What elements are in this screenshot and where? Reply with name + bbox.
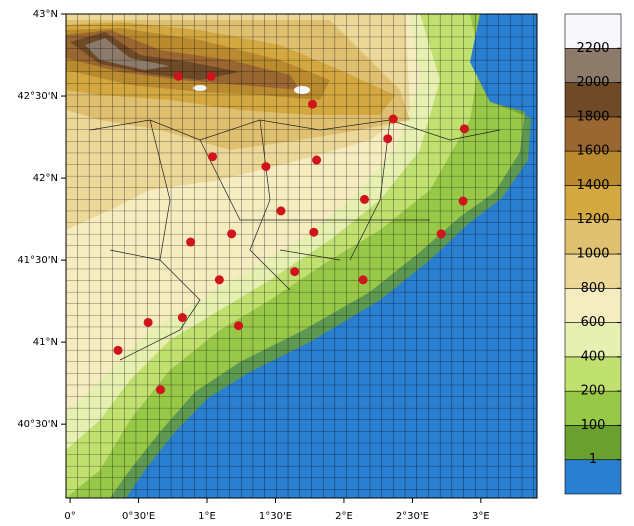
station [174, 72, 183, 81]
colorbar-label: 1200 [576, 212, 609, 227]
colorbar-label: 1000 [576, 247, 609, 262]
x-tick-label: 2°30'E [396, 511, 429, 522]
station [460, 124, 469, 133]
x-tick-label: 0° [64, 511, 75, 522]
station [227, 229, 236, 238]
station [308, 100, 317, 109]
colorbar-label: 2200 [576, 41, 609, 56]
station [186, 238, 195, 247]
station [389, 115, 398, 124]
colorbar-label: 1800 [576, 109, 609, 124]
colorbar-label: 2000 [576, 75, 609, 90]
station [144, 318, 153, 327]
terrain [66, 14, 537, 498]
station [208, 152, 217, 161]
station [383, 134, 392, 143]
x-tick-label: 2°E [335, 511, 353, 522]
station [234, 321, 243, 330]
station [114, 346, 123, 355]
station [207, 72, 216, 81]
station [312, 156, 321, 165]
x-tick-label: 1°30'E [259, 511, 292, 522]
station [360, 195, 369, 204]
station [178, 313, 187, 322]
colorbar-label: 600 [581, 315, 606, 330]
colorbar-label: 1 [589, 452, 597, 467]
colorbar-label: 400 [581, 349, 606, 364]
station [309, 228, 318, 237]
x-tick-label: 1°E [198, 511, 216, 522]
x-tick-label: 0°30'E [122, 511, 155, 522]
station [437, 229, 446, 238]
colorbar-label: 200 [581, 384, 606, 399]
y-tick-label: 43°N [33, 9, 58, 20]
station [290, 267, 299, 276]
x-tick-label: 3°E [472, 511, 490, 522]
y-tick-label: 42°30'N [17, 91, 58, 102]
y-tick-label: 41°30'N [17, 255, 58, 266]
station [156, 385, 165, 394]
colorbar-label: 1600 [576, 144, 609, 159]
colorbar-label: 1400 [576, 178, 609, 193]
map-figure: 0° 0°30'E 1°E 1°30'E 2°E 2°30'E 3°E 40°30'N 41°N… [0, 0, 634, 526]
colorbar-label: 800 [581, 281, 606, 296]
station [459, 197, 468, 206]
station [215, 275, 224, 284]
station [276, 206, 285, 215]
y-tick-label: 40°30'N [17, 419, 58, 430]
station [261, 162, 270, 171]
colorbar-label: 100 [581, 418, 606, 433]
y-tick-label: 42°N [33, 173, 58, 184]
y-tick-label: 41°N [33, 337, 58, 348]
station [359, 275, 368, 284]
